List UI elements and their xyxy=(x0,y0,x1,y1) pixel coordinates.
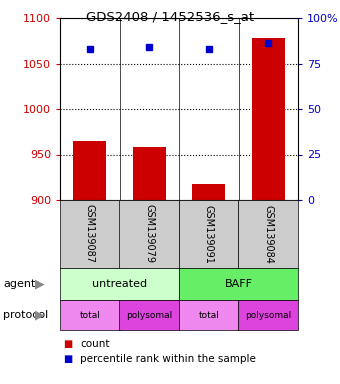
Bar xyxy=(73,141,106,200)
Text: ▶: ▶ xyxy=(35,308,45,321)
Text: GSM139087: GSM139087 xyxy=(85,205,95,263)
Text: ■: ■ xyxy=(63,339,73,349)
Text: BAFF: BAFF xyxy=(224,279,253,289)
Text: protocol: protocol xyxy=(3,310,49,320)
Text: ■: ■ xyxy=(63,354,73,364)
Bar xyxy=(133,147,166,200)
Text: GSM139079: GSM139079 xyxy=(144,205,154,263)
Bar xyxy=(252,38,285,200)
Text: ▶: ▶ xyxy=(35,278,45,291)
Text: GSM139084: GSM139084 xyxy=(263,205,273,263)
Text: untreated: untreated xyxy=(92,279,147,289)
Text: GSM139091: GSM139091 xyxy=(204,205,214,263)
Text: percentile rank within the sample: percentile rank within the sample xyxy=(80,354,256,364)
Text: agent: agent xyxy=(3,279,36,289)
Text: polysomal: polysomal xyxy=(126,311,172,319)
Text: polysomal: polysomal xyxy=(245,311,291,319)
Text: total: total xyxy=(79,311,100,319)
Text: GDS2408 / 1452536_s_at: GDS2408 / 1452536_s_at xyxy=(86,10,254,23)
Text: total: total xyxy=(198,311,219,319)
Bar xyxy=(192,184,225,200)
Text: count: count xyxy=(80,339,110,349)
